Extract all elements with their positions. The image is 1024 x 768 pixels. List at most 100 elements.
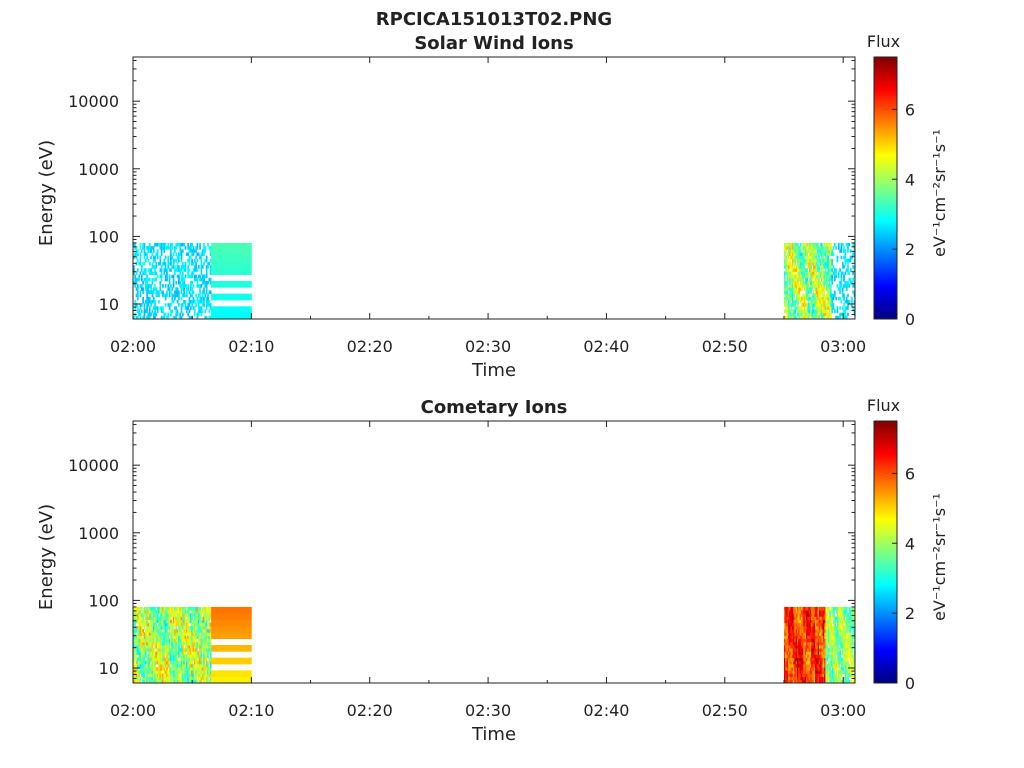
colorbar-title: Flux <box>867 396 900 415</box>
heatmap-cell <box>138 622 141 627</box>
heatmap-cell <box>818 625 821 630</box>
heatmap-cell <box>840 299 843 304</box>
heatmap-cell <box>840 667 843 671</box>
heatmap-cell <box>176 312 179 317</box>
heatmap-cell <box>848 670 851 674</box>
heatmap-cell <box>203 638 205 643</box>
heatmap-cell <box>175 606 178 611</box>
heatmap-cell <box>813 641 816 646</box>
heatmap-cell <box>785 673 787 678</box>
heatmap-cell <box>826 284 828 288</box>
heatmap-cell <box>818 613 821 617</box>
heatmap-cell <box>852 306 855 310</box>
heatmap-cell <box>822 654 825 659</box>
heatmap-cell <box>794 648 797 652</box>
heatmap-cell <box>809 622 812 627</box>
heatmap-cell <box>156 676 159 681</box>
heatmap-cell <box>813 619 816 624</box>
heatmap-cell <box>845 657 848 662</box>
heatmap-cell <box>810 246 813 250</box>
heatmap-cell <box>136 610 139 614</box>
heatmap-cell <box>838 606 840 611</box>
heatmap-cell <box>798 657 800 662</box>
heatmap-cell <box>192 663 195 668</box>
heatmap-cell <box>205 290 208 295</box>
heatmap-cell <box>811 676 813 681</box>
heatmap-cell <box>852 641 855 646</box>
heatmap-cell <box>174 306 176 310</box>
heatmap-cell <box>839 632 842 636</box>
heatmap-cell <box>175 622 178 627</box>
heatmap-cell <box>156 306 159 310</box>
heatmap-cell <box>811 654 813 659</box>
heatmap-cell <box>134 663 137 668</box>
heatmap-cell <box>810 242 813 247</box>
heatmap-cell <box>178 616 180 621</box>
heatmap-cell <box>795 293 798 298</box>
heatmap-cell <box>835 670 838 674</box>
heatmap-cell <box>204 616 207 621</box>
heatmap-cell <box>166 246 168 250</box>
heatmap-cell <box>814 284 816 288</box>
heatmap-cell <box>196 268 199 272</box>
heatmap-cell <box>851 299 853 304</box>
heatmap-cell <box>191 613 193 617</box>
heatmap-cell <box>166 663 168 668</box>
heatmap-cell <box>844 622 847 627</box>
heatmap-cell <box>843 284 845 288</box>
heatmap-cell <box>787 667 790 671</box>
heatmap-cell <box>196 625 199 630</box>
heatmap-cell <box>174 622 176 627</box>
heatmap-cell <box>828 299 831 304</box>
heatmap-cell <box>807 622 809 627</box>
heatmap-cell <box>178 667 180 671</box>
heatmap-cell <box>805 673 808 678</box>
heatmap-cell <box>163 673 166 678</box>
heatmap-cell <box>176 616 179 621</box>
heatmap-cell <box>180 676 183 681</box>
heatmap-cell <box>168 663 171 668</box>
heatmap-cell <box>783 287 786 291</box>
heatmap-cell <box>803 606 806 611</box>
heatmap-cell <box>833 610 835 614</box>
heatmap-cell <box>786 271 789 276</box>
heatmap-cell <box>794 249 797 253</box>
heatmap-cell <box>823 271 826 276</box>
heatmap-cell <box>816 309 819 314</box>
heatmap-cell <box>815 287 818 291</box>
heatmap-cell <box>787 679 790 684</box>
heatmap-cell <box>812 638 815 643</box>
heatmap-cell <box>845 268 848 272</box>
heatmap-cell <box>151 679 154 684</box>
heatmap-cell <box>790 667 793 671</box>
heatmap-cell <box>843 619 846 624</box>
heatmap-cell <box>197 670 200 674</box>
heatmap-cell <box>180 309 183 314</box>
heatmap-cell <box>144 654 147 659</box>
heatmap-cell <box>828 287 831 291</box>
heatmap-cell <box>168 268 171 272</box>
heatmap-cell <box>824 632 826 636</box>
heatmap-cell <box>138 261 141 266</box>
heatmap-cell <box>208 644 211 649</box>
heatmap-cell <box>176 657 179 662</box>
heatmap-cell <box>170 290 172 295</box>
heatmap-cell <box>156 625 159 630</box>
heatmap-cell <box>839 667 842 671</box>
heatmap-cell <box>187 265 190 269</box>
heatmap-cell <box>164 660 167 665</box>
heatmap-cell <box>844 660 847 665</box>
heatmap-cell <box>799 610 802 614</box>
heatmap-cell <box>151 613 154 617</box>
heatmap-cell <box>783 271 786 276</box>
heatmap-cell <box>806 296 809 301</box>
heatmap-cell <box>150 246 152 250</box>
heatmap-cell <box>785 676 787 681</box>
heatmap-cell <box>135 625 138 630</box>
heatmap-cell <box>200 670 203 674</box>
heatmap-cell <box>824 303 827 307</box>
heatmap-cell <box>803 280 806 285</box>
heatmap-cell <box>167 616 170 621</box>
heatmap-cell <box>786 648 789 652</box>
heatmap-cell <box>783 657 786 662</box>
